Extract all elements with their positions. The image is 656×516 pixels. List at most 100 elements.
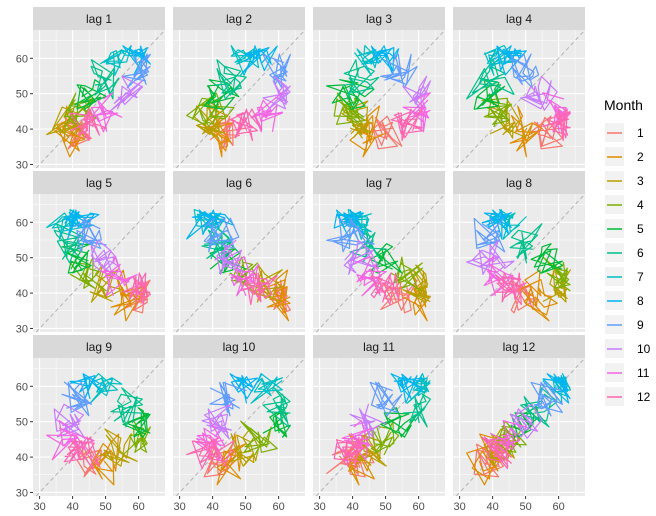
series-month-10 — [214, 239, 247, 275]
series-month-12 — [370, 272, 400, 306]
facet-label: lag 4 — [506, 12, 532, 26]
x-tick-label: 30 — [313, 501, 325, 513]
series-month-7 — [89, 373, 123, 404]
y-tick-label: 40 — [16, 124, 28, 136]
facet-label: lag 9 — [86, 340, 112, 354]
series-month-11 — [100, 256, 138, 297]
series-month-8 — [370, 45, 400, 76]
series-month-5 — [530, 243, 564, 274]
y-tick-label: 40 — [16, 288, 28, 300]
legend-entry-4: 4 — [605, 195, 644, 214]
series-month-5 — [122, 407, 151, 438]
legend-label: 5 — [637, 222, 644, 236]
facet-label: lag 6 — [226, 176, 252, 190]
facet-label: lag 11 — [363, 340, 395, 354]
series-month-12 — [69, 108, 108, 142]
facet-label: lag 10 — [223, 340, 256, 354]
legend-label: 12 — [637, 390, 651, 404]
facet-lag-10: lag 10 30 40 50 60 — [173, 335, 306, 513]
series-month-12 — [122, 272, 151, 306]
facet-lag-1: lag 1 30 40 50 60 — [16, 7, 166, 171]
series-month-2 — [90, 433, 120, 486]
series-month-10 — [520, 75, 558, 111]
legend-entry-3: 3 — [605, 171, 644, 190]
series-month-11 — [542, 92, 571, 133]
series-month-4 — [63, 92, 100, 128]
series-month-1 — [530, 115, 564, 150]
series-month-11 — [489, 420, 527, 461]
series-month-7 — [193, 209, 226, 240]
y-tick-label: 30 — [16, 159, 28, 171]
legend-entry-6: 6 — [605, 243, 644, 262]
facet-strip — [453, 171, 585, 194]
legend-label: 8 — [637, 294, 644, 308]
series-month-3 — [489, 100, 527, 139]
diagonal-reference-line — [315, 193, 446, 333]
facet-label: lag 3 — [366, 12, 392, 26]
facet-strip — [313, 335, 445, 358]
facet-lag-5: lag 5 30 40 50 60 — [16, 171, 166, 335]
series-month-11 — [354, 256, 387, 297]
facet-lag-2: lag 2 — [173, 7, 306, 169]
legend-label: 1 — [637, 126, 644, 140]
series-month-1 — [510, 279, 540, 314]
facet-strip — [173, 335, 305, 358]
series-month-6 — [520, 387, 558, 428]
series-month-10 — [201, 403, 232, 439]
legend-label: 10 — [637, 342, 651, 356]
series-month-6 — [110, 387, 144, 428]
series-month-9 — [61, 381, 92, 417]
series-month-8 — [542, 373, 571, 404]
series-month-9 — [209, 381, 247, 417]
facet-lag-4: lag 4 — [453, 7, 586, 169]
series-month-1 — [380, 279, 418, 314]
series-month-10 — [466, 239, 515, 275]
facet-strip — [453, 335, 585, 358]
series-month-8 — [229, 373, 263, 404]
series-month-10 — [53, 403, 86, 439]
legend-entry-1: 1 — [605, 123, 644, 142]
x-tick-label: 30 — [173, 501, 185, 513]
facet-strip — [173, 171, 305, 194]
legend-label: 3 — [637, 174, 644, 188]
facet-lag-11: lag 11 30 40 50 60 — [313, 335, 446, 513]
legend-label: 6 — [637, 246, 644, 260]
panel-background — [453, 194, 585, 332]
y-tick-label: 50 — [16, 89, 28, 101]
facet-lag-6: lag 6 — [173, 171, 306, 333]
legend-label: 4 — [637, 198, 644, 212]
series-month-10 — [262, 75, 291, 111]
diagonal-reference-line — [175, 29, 306, 169]
y-tick-label: 60 — [16, 53, 28, 65]
series-month-6 — [53, 223, 86, 264]
series-month-9 — [369, 381, 403, 417]
series-month-5 — [326, 79, 375, 110]
x-tick-label: 50 — [239, 501, 251, 513]
legend-label: 11 — [637, 366, 650, 380]
legend-entry-10: 10 — [605, 339, 651, 358]
series-month-9 — [203, 217, 240, 253]
facet-strip — [33, 335, 165, 358]
legend-entry-2: 2 — [605, 147, 644, 166]
facet-strip — [33, 7, 165, 30]
series-month-8 — [122, 45, 151, 76]
diagonal-reference-line — [455, 29, 586, 169]
series-month-5 — [369, 243, 403, 274]
series-month-6 — [509, 223, 543, 264]
facet-strip — [453, 7, 585, 30]
series-month-11 — [89, 92, 123, 133]
x-tick-label: 60 — [552, 501, 564, 513]
facet-lag-3: lag 3 — [313, 7, 446, 169]
y-tick-label: 50 — [16, 417, 28, 429]
facet-strip — [33, 171, 165, 194]
series-month-10 — [110, 75, 144, 111]
y-tick-label: 60 — [16, 217, 28, 229]
diagonal-reference-line — [175, 193, 306, 333]
series-month-10 — [509, 403, 543, 439]
series-month-12 — [494, 272, 527, 306]
x-tick-label: 40 — [346, 501, 358, 513]
series-month-9 — [530, 381, 564, 417]
series-month-12 — [390, 108, 424, 142]
legend-entry-5: 5 — [605, 219, 644, 238]
series-month-8 — [390, 373, 424, 404]
